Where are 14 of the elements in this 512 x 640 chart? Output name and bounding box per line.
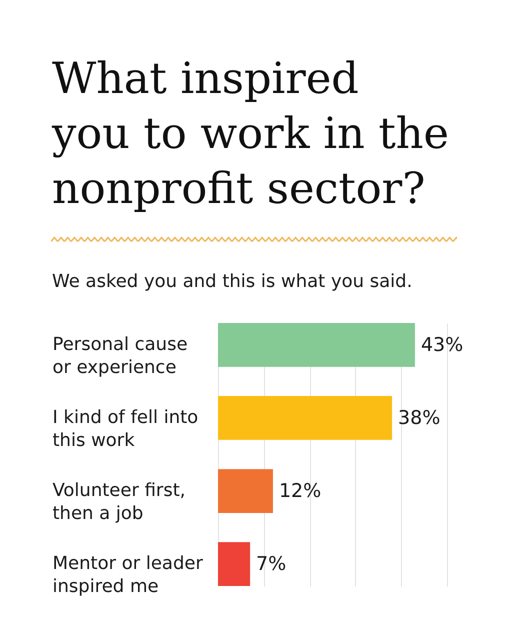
chart-title: What inspired you to work in the nonprofit sector?	[51, 54, 449, 214]
data-label: 7%	[256, 553, 286, 576]
y-tick-label: Personal cause or experience	[52, 334, 188, 378]
data-label: 12%	[278, 480, 322, 502]
data-label: 43%	[420, 334, 464, 356]
chart-subtitle: We asked you and this is what you said.	[52, 271, 412, 292]
bar	[218, 396, 392, 440]
bar	[218, 323, 415, 367]
y-tick-label: Mentor or leader inspired me	[52, 553, 204, 598]
bar	[218, 542, 250, 586]
y-tick-label: I kind of fell into this work	[52, 406, 198, 451]
data-label: 38%	[398, 406, 440, 429]
bar	[218, 469, 273, 513]
y-tick-label: Volunteer first, then a job	[52, 480, 186, 524]
